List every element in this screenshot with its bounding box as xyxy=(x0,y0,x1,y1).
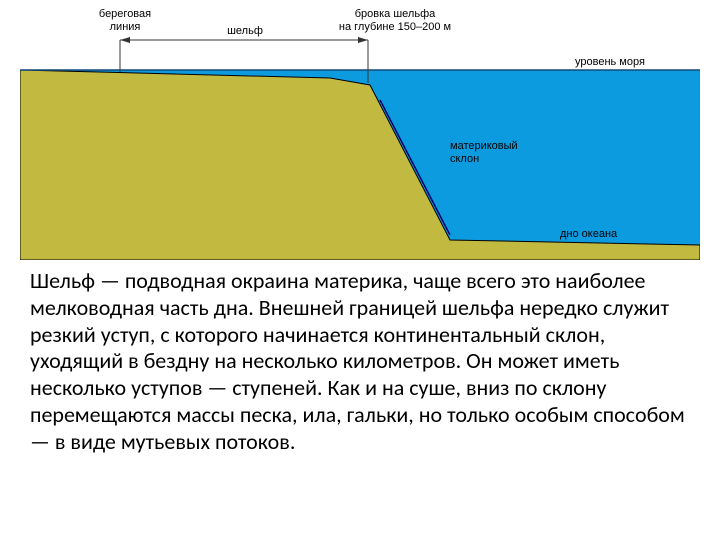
label-sea-level: уровень моря xyxy=(575,56,685,69)
label-ocean-floor: дно океана xyxy=(560,228,660,241)
label-slope-l2: склон xyxy=(450,153,479,165)
label-shoreline-l2: линия xyxy=(110,21,141,33)
label-slope-l1: материковый xyxy=(450,140,518,152)
body-paragraph: Шельф — подводная окраина материка, чаще… xyxy=(30,268,690,456)
label-shelf: шельф xyxy=(210,25,280,38)
label-shoreline-l1: береговая xyxy=(99,8,151,20)
label-edge-l2: на глубине 150–200 м xyxy=(339,21,451,33)
label-shoreline: береговая линия xyxy=(80,8,170,34)
bracket-arrow-left xyxy=(120,37,130,43)
diagram-svg xyxy=(20,0,700,260)
slide: береговая линия шельф бровка шельфа на г… xyxy=(0,0,720,540)
label-slope: материковый склон xyxy=(450,140,560,166)
label-edge-l1: бровка шельфа xyxy=(355,8,436,20)
shelf-diagram: береговая линия шельф бровка шельфа на г… xyxy=(20,0,700,260)
bracket-arrow-right xyxy=(358,37,368,43)
label-shelf-edge: бровка шельфа на глубине 150–200 м xyxy=(320,8,470,34)
